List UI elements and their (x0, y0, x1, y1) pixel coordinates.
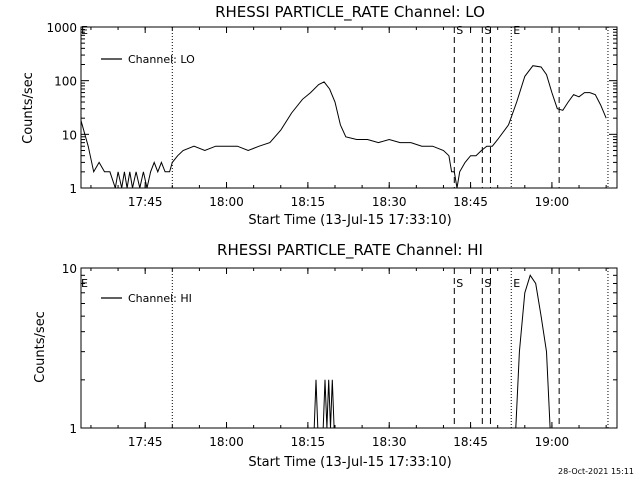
x-tick-label: 19:00 (535, 435, 570, 449)
event-marker-label: S (484, 277, 491, 290)
x-tick-label: 18:00 (209, 435, 244, 449)
event-marker-label: E (513, 24, 520, 37)
legend-label: Channel: HI (128, 292, 192, 305)
y-axis-label: Counts/sec (33, 311, 48, 383)
plot-frame (80, 26, 618, 189)
x-tick-label: 18:15 (291, 435, 326, 449)
event-marker-label: E (513, 277, 520, 290)
x-tick-label: 18:15 (291, 195, 326, 209)
y-tick-label: 10 (62, 262, 77, 276)
y-tick-label: 1000 (46, 21, 77, 35)
y-tick-label: 1 (69, 182, 77, 196)
series-line-0 (313, 274, 551, 429)
chart-panel-lo: RHESSI PARTICLE_RATE Channel: LO Start T… (21, 3, 618, 228)
event-marker-label: S (456, 24, 463, 37)
x-tick-label: 18:30 (372, 195, 407, 209)
x-tick-label: 18:00 (209, 195, 244, 209)
x-tick-label: 18:45 (453, 435, 488, 449)
x-tick-label: 19:00 (535, 195, 570, 209)
y-axis-label: Counts/sec (21, 72, 36, 144)
x-tick-label: 18:30 (372, 435, 407, 449)
series-line-0 (80, 65, 607, 189)
x-tick-label: 17:45 (128, 195, 163, 209)
x-axis-label: Start Time (13-Jul-15 17:33:10) (248, 455, 451, 470)
y-tick-label: 1 (69, 422, 77, 436)
x-tick-label: 18:45 (453, 195, 488, 209)
chart-title: RHESSI PARTICLE_RATE Channel: HI (217, 241, 483, 260)
y-tick-label: 10 (62, 128, 77, 142)
event-marker-label: S (456, 277, 463, 290)
x-tick-label: 17:45 (128, 435, 163, 449)
start-marker-label: E (81, 24, 88, 37)
chart-title: RHESSI PARTICLE_RATE Channel: LO (215, 3, 485, 22)
x-axis-label: Start Time (13-Jul-15 17:33:10) (248, 213, 451, 228)
event-marker-label: S (484, 24, 491, 37)
y-tick-label: 100 (54, 75, 77, 89)
legend-label: Channel: LO (128, 53, 195, 66)
timestamp: 28-Oct-2021 15:11 (558, 467, 634, 476)
chart-panel-hi: RHESSI PARTICLE_RATE Channel: HI Start T… (33, 241, 618, 470)
